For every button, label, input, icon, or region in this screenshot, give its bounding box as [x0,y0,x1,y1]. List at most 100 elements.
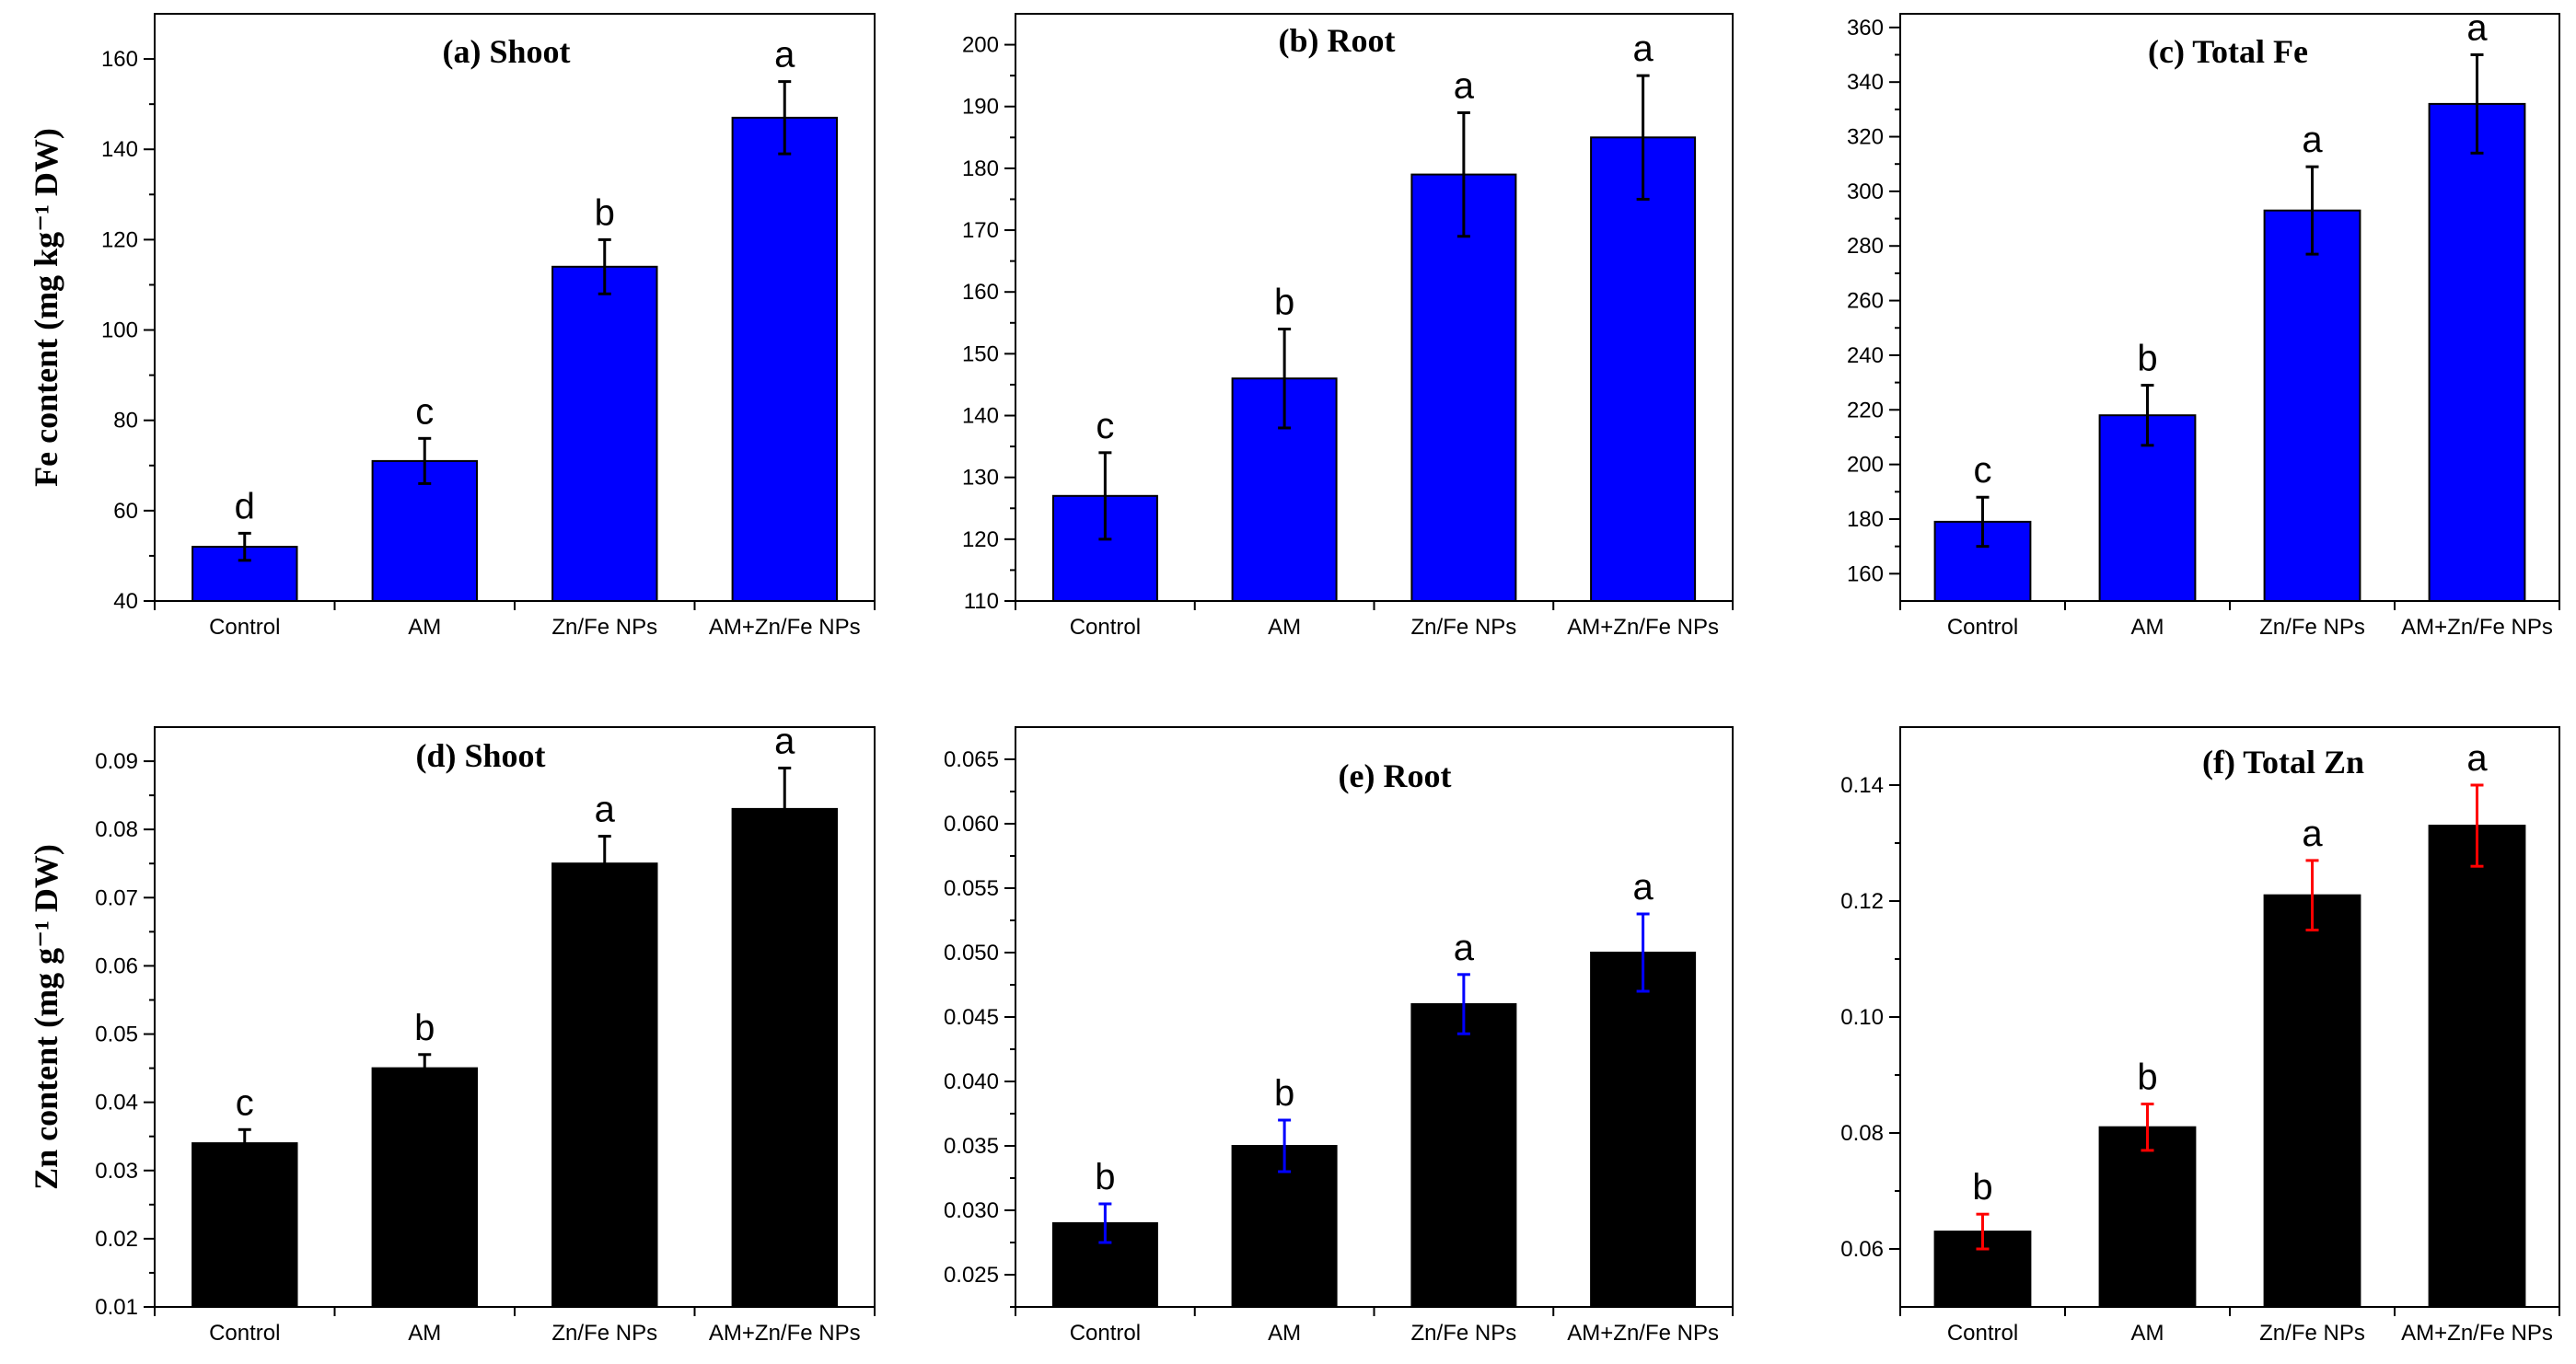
error-bar-4 [2470,783,2484,868]
significance-letter-3: a [2302,120,2323,160]
significance-letter-2: b [2137,1058,2157,1098]
x-tick-label-2: AM [408,1321,441,1346]
bar-4 [1590,952,1697,1308]
y-tick-label: 0.12 [1840,889,1884,914]
error-bar-2 [418,436,432,485]
x-tick-label-2: AM [1268,1321,1301,1346]
error-bar-2 [2141,1103,2154,1152]
panel-title: (a) Shoot [442,33,570,70]
x-tick-label-1: Control [1070,615,1141,640]
bar-4 [731,116,838,602]
bar-3 [2263,894,2361,1308]
y-tick-label: 0.050 [944,941,999,965]
y-tick-label: 240 [1847,343,1884,368]
y-tick-label: 170 [962,218,999,243]
significance-letter-3: b [595,192,615,233]
y-tick-label: 180 [1847,507,1884,532]
x-tick-label-1: Control [209,615,280,640]
significance-letter-1: c [236,1082,254,1123]
significance-letter-4: a [1633,29,1654,69]
x-tick-label-1: Control [1947,615,2018,640]
y-tick-label: 0.07 [95,885,138,910]
error-bar-1 [1976,495,1990,549]
y-tick-label: 0.060 [944,812,999,837]
x-tick-label-4: AM+Zn/Fe NPs [709,1321,861,1346]
significance-letter-4: a [1633,867,1654,907]
x-tick-label-2: AM [2131,615,2164,640]
panel-title: (d) Shoot [415,737,545,774]
bar-2 [2098,1126,2197,1308]
x-tick-label-3: Zn/Fe NPs [2259,615,2365,640]
x-tick-label-4: AM+Zn/Fe NPs [2401,615,2553,640]
y-tick-label: 320 [1847,125,1884,150]
y-tick-label: 120 [101,227,138,252]
panel-title: (b) Root [1279,22,1396,59]
y-tick-label: 0.01 [95,1295,138,1320]
panel-title: (c) Total Fe [2148,33,2308,70]
x-tick-label-4: AM+Zn/Fe NPs [1567,1321,1719,1346]
panel-5: b Control b AM a Zn/Fe NPs a AM+Zn/Fe NPs 0.025 0… [944,726,1734,1346]
error-bar-2 [2141,384,2154,447]
x-tick-label-4: AM+Zn/Fe NPs [709,615,861,640]
y-tick-label: 0.04 [95,1091,138,1115]
x-tick-label-1: Control [1947,1321,2018,1346]
significance-letter-4: a [2466,8,2488,49]
bar-4 [1590,136,1697,603]
significance-letter-2: b [1274,283,1294,323]
error-bar-4 [778,766,792,851]
y-tick-label: 0.08 [1840,1121,1884,1146]
y-tick-label: 80 [113,409,138,433]
x-tick-label-4: AM+Zn/Fe NPs [2401,1321,2553,1346]
y-tick-label: 0.14 [1840,773,1884,798]
x-tick-label-2: AM [2131,1321,2164,1346]
bar-3 [1410,1003,1517,1308]
y-tick-label: 160 [101,47,138,72]
bar-1 [191,1142,298,1308]
y-tick-label: 0.025 [944,1263,999,1288]
error-bar-4 [2470,53,2484,155]
significance-letter-2: b [1274,1073,1294,1114]
error-bar-4 [778,80,792,156]
y-tick-label: 300 [1847,179,1884,204]
bar-4 [731,807,838,1308]
x-tick-label-1: Control [1070,1321,1141,1346]
y-tick-label: 140 [962,404,999,429]
error-bar-1 [1098,1202,1112,1244]
error-bar-3 [598,237,611,295]
y-tick-label: 260 [1847,289,1884,314]
y-tick-label: 340 [1847,70,1884,95]
error-bar-2 [1278,1118,1292,1173]
error-bar-1 [238,1127,251,1159]
significance-letter-1: d [235,486,255,526]
significance-letter-2: b [2137,339,2157,379]
significance-letter-1: c [1096,406,1114,446]
panel-2: c Control b AM a Zn/Fe NPs a AM+Zn/Fe NPs 110 120… [962,13,1734,640]
y-tick-label: 160 [962,280,999,305]
y-tick-label: 200 [962,33,999,58]
y-tick-label: 0.035 [944,1134,999,1159]
significance-letter-1: b [1095,1157,1115,1197]
y-tick-label: 110 [964,589,999,614]
x-tick-label-1: Control [209,1321,280,1346]
y-tick-label: 280 [1847,234,1884,259]
y-tick-label: 0.06 [95,954,138,978]
error-bar-4 [1636,74,1650,201]
x-tick-label-2: AM [1268,615,1301,640]
bar-2 [371,1067,479,1308]
significance-letter-3: a [595,790,616,830]
y-tick-label: 0.040 [944,1069,999,1094]
y-tick-label: 190 [962,95,999,120]
y-tick-label: 0.03 [95,1159,138,1184]
x-tick-label-3: Zn/Fe NPs [1411,615,1517,640]
significance-letter-4: a [774,35,795,75]
y-axis-label: Fe content (mg kg⁻¹ DW) [28,128,64,487]
error-bar-3 [2305,859,2319,931]
error-bar-3 [1456,110,1470,238]
y-tick-label: 0.06 [1840,1237,1884,1262]
y-tick-label: 180 [962,156,999,181]
bar-4 [2428,102,2526,602]
y-tick-label: 100 [101,318,138,343]
significance-letter-2: c [415,391,434,432]
significance-letter-3: a [1454,928,1475,968]
